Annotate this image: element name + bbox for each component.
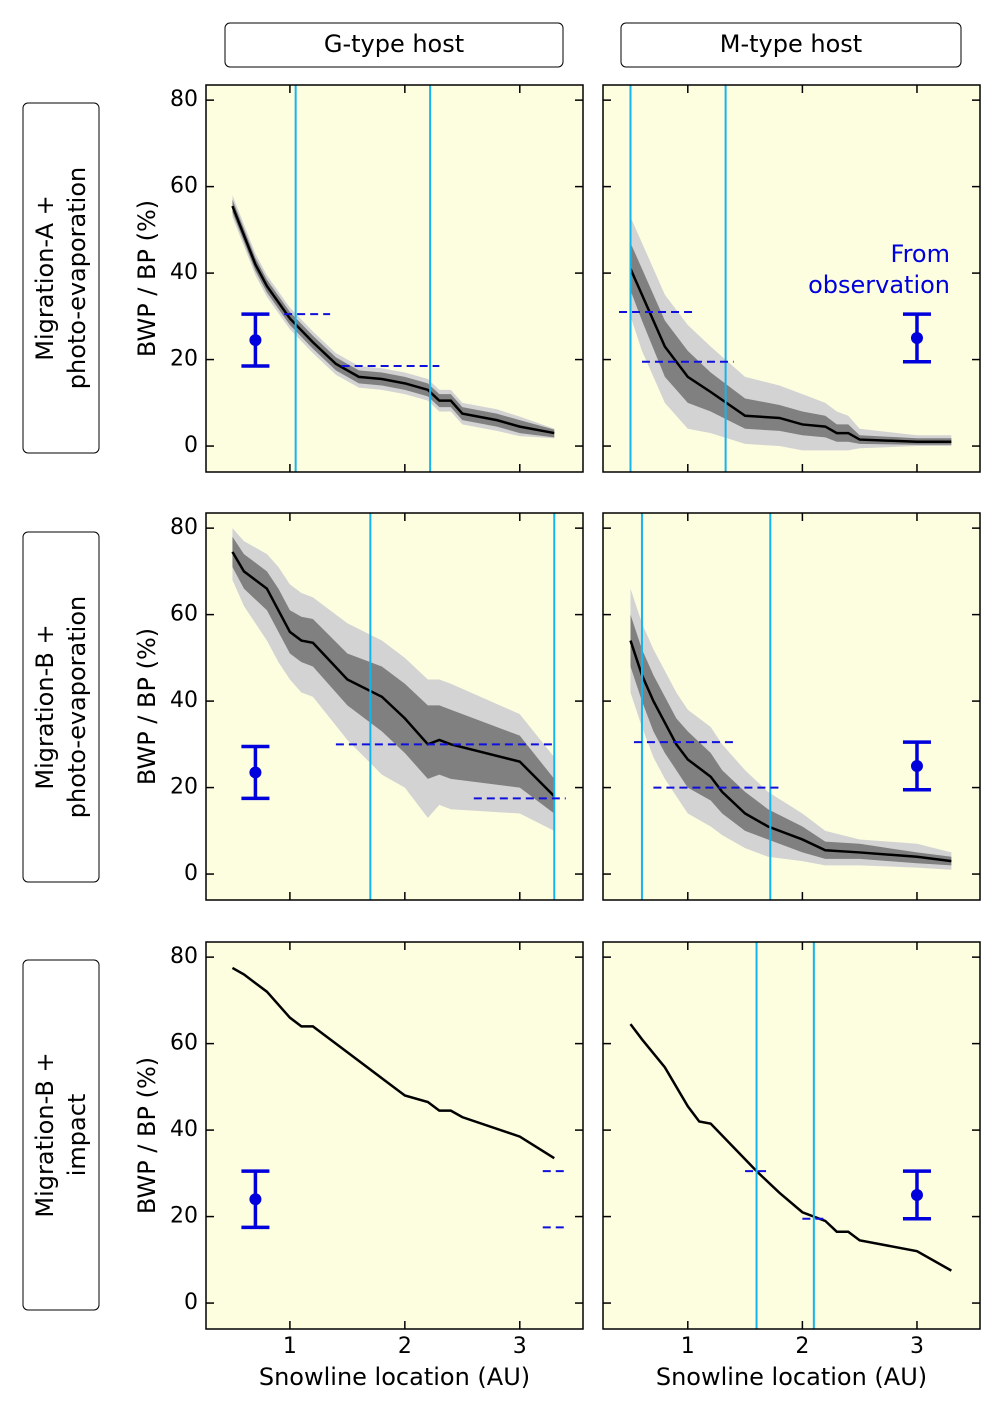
row-header: photo-evaporation <box>63 596 91 818</box>
y-tick-label: 0 <box>184 861 198 886</box>
row-header: impact <box>63 1094 91 1177</box>
plot-background <box>603 942 980 1329</box>
column-header: G-type host <box>324 30 464 58</box>
model-line <box>629 1023 952 1272</box>
column-header-box <box>224 22 564 68</box>
y-axis-label: BWP / BP (%) <box>133 1057 161 1214</box>
y-tick-label: 40 <box>170 260 198 285</box>
plot-area <box>629 513 952 900</box>
x-tick-label: 1 <box>681 1334 695 1359</box>
column-header-box <box>620 22 962 68</box>
observation-point <box>910 1188 923 1201</box>
y-tick-label: 0 <box>184 433 198 458</box>
row-header: photo-evaporation <box>63 167 91 389</box>
x-tick-label: 2 <box>398 1334 412 1359</box>
observation-point <box>249 334 262 347</box>
x-tick-label: 3 <box>513 1334 527 1359</box>
row-header: Migration-B + <box>31 624 59 789</box>
observation-point <box>910 759 923 772</box>
plot-frame <box>205 84 584 473</box>
annotation: From <box>891 240 950 268</box>
y-tick-label: 80 <box>170 87 198 112</box>
x-tick-label: 2 <box>795 1334 809 1359</box>
y-tick-label: 80 <box>170 515 198 540</box>
column-header: M-type host <box>720 30 862 58</box>
plot-area <box>231 966 566 1230</box>
uncertainty-band <box>232 195 555 439</box>
y-tick-label: 40 <box>170 688 198 713</box>
y-tick-label: 60 <box>170 1031 198 1056</box>
plot-frame <box>602 84 981 473</box>
observation-point <box>910 331 923 344</box>
annotation: observation <box>808 271 950 299</box>
row-header: Migration-B + <box>31 1052 59 1217</box>
y-axis-label: BWP / BP (%) <box>133 628 161 785</box>
y-tick-label: 20 <box>170 1204 198 1229</box>
y-tick-label: 60 <box>170 174 198 199</box>
y-tick-label: 20 <box>170 347 198 372</box>
y-tick-label: 0 <box>184 1290 198 1315</box>
row-header-box <box>22 959 100 1311</box>
x-axis-label: Snowline location (AU) <box>259 1363 530 1391</box>
y-axis-label: BWP / BP (%) <box>133 200 161 357</box>
x-tick-label: 1 <box>283 1334 297 1359</box>
plot-area <box>619 85 952 472</box>
plot-area <box>231 513 566 900</box>
model-line <box>231 205 555 435</box>
y-tick-label: 60 <box>170 602 198 627</box>
plot-frame <box>205 512 584 901</box>
uncertainty-band <box>630 614 952 866</box>
model-line <box>629 640 952 863</box>
row-header-box <box>22 102 100 454</box>
observation-point <box>249 766 262 779</box>
y-tick-label: 80 <box>170 944 198 969</box>
plot-frame <box>205 941 584 1330</box>
y-tick-label: 20 <box>170 775 198 800</box>
model-line <box>231 966 555 1160</box>
y-tick-label: 40 <box>170 1117 198 1142</box>
plot-area <box>231 85 555 472</box>
plot-frame <box>602 512 981 901</box>
model-line <box>629 268 952 443</box>
row-header: Migration-A + <box>31 195 59 360</box>
plot-frame <box>602 941 981 1330</box>
plot-area <box>629 942 952 1329</box>
uncertainty-band <box>630 242 952 445</box>
model-line <box>231 551 556 798</box>
observation-point <box>249 1193 262 1206</box>
x-tick-label: 3 <box>910 1334 924 1359</box>
row-header-box <box>22 531 100 883</box>
x-axis-label: Snowline location (AU) <box>656 1363 927 1391</box>
plot-background <box>206 942 583 1329</box>
